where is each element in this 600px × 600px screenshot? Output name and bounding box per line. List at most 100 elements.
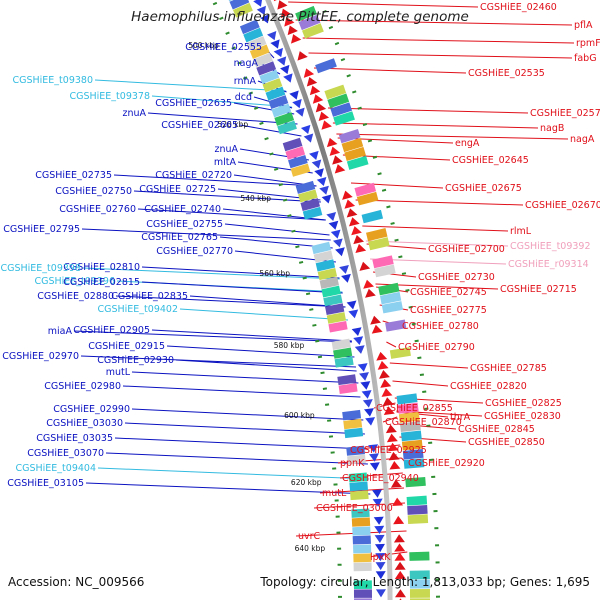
feature-block [300,198,321,212]
forward-gene-arrow [328,220,339,230]
forward-gene-arrow [260,14,270,24]
leader-line [151,329,352,342]
gene-label-right: CGSHiEE_02645 [452,155,529,166]
tick-dash [408,305,413,309]
leader-line [386,341,397,348]
gene-label-left: CGSHiEE_02765 [141,232,218,243]
forward-gene-arrow [374,543,385,553]
forward-gene-arrow [374,525,385,534]
feature-block [317,268,338,281]
feature-block [295,180,316,194]
gene-label-right: CGSHiEE_02730 [418,272,495,283]
feature-block [398,411,420,423]
gene-label-left: znuA [214,144,238,155]
feature-block [232,2,253,18]
reverse-gene-arrow [381,388,393,397]
tick-dash [386,205,391,209]
gene-label-left: CGSHiEE_02810 [63,262,140,273]
kbp-tick-label: 600 kbp [284,411,315,420]
tick-dash [414,339,419,343]
feature-block [311,241,332,255]
leader-line [133,190,321,203]
leader-line [114,437,367,450]
forward-gene-arrow [332,238,343,248]
tick-dash [362,122,368,127]
gene-label-left: nagA [234,58,259,69]
feature-block [366,228,388,242]
feature-block [397,402,419,414]
leader-line [389,362,469,369]
feature-block [349,481,369,492]
forward-gene-arrow [267,30,277,41]
reverse-gene-arrow [390,479,402,488]
forward-gene-arrow [319,185,329,195]
gene-label-left: miaA [48,326,73,337]
leader-line [224,223,330,236]
forward-gene-arrow [373,516,384,525]
leader-line [85,482,371,495]
gene-label-left: mltA [214,157,237,168]
gene-label-right: CGSHiEE_02715 [500,284,577,295]
reverse-gene-arrow [309,85,321,96]
feature-block [405,476,426,488]
leader-line [392,380,449,387]
reverse-gene-arrow [359,261,371,271]
feature-block [325,303,345,316]
forward-gene-arrow [372,489,383,498]
feature-block [246,36,267,51]
forward-gene-arrow [375,552,386,562]
tick-dash [273,167,279,171]
gene-label-right: CGSHiEE_02675 [445,183,522,194]
feature-block [347,454,366,465]
feature-block [400,430,422,442]
tick-dash [248,91,254,95]
reverse-gene-arrow [284,17,295,27]
feature-block [353,553,372,563]
feature-block [228,0,233,2]
reverse-gene-arrow [303,68,315,78]
leader-line [141,266,340,279]
feature-block [288,154,308,169]
gene-label-left: CGSHiEE_02750 [55,186,132,197]
forward-gene-arrow [351,327,362,337]
gene-label-right: CGSHiEE_02925 [350,445,427,456]
gene-label-left: CGSHiEE_02815 [63,277,140,288]
feature-block [352,535,371,545]
feature-block [381,301,404,314]
reverse-gene-arrow [312,94,324,104]
gene-label-left: CGSHiEE_02635 [155,98,232,109]
tick-dash [320,371,325,375]
leader-line [332,122,539,129]
tick-dash [231,46,236,50]
forward-gene-arrow [311,159,322,169]
tick-dash [401,272,407,275]
kbp-ticks: 500 kbp 520 kbp 540 kbp 560 kbp 580 kbp 600 k… [188,1,440,598]
reverse-gene-arrow [290,34,302,44]
feature-block [333,111,355,126]
reverse-gene-arrow [379,369,390,379]
feature-block [385,319,407,332]
gene-label-left: CGSHiEE_02755 [146,219,223,230]
feature-block [243,27,264,43]
tick-dash [253,106,259,110]
feature-block [354,182,377,197]
gene-label-left: CGSHiEE_02735 [35,170,112,181]
reverse-gene-arrow [392,497,404,506]
forward-gene-arrow [314,168,324,178]
feature-block [348,472,368,483]
tick-dash [417,356,422,360]
tick-dash [381,188,387,192]
reverse-gene-arrow [386,433,398,443]
reverse-gene-arrow [377,360,389,370]
forward-gene-arrow [295,107,305,117]
forward-gene-arrow [374,534,385,544]
forward-gene-arrow [365,417,376,426]
tick-dash [278,183,283,187]
leader-line [313,67,467,74]
reverse-gene-arrow [306,76,318,87]
tick-dash [243,76,248,80]
feature-block [277,120,297,135]
feature-block [402,449,424,460]
reverse-gene-arrow [380,379,392,388]
